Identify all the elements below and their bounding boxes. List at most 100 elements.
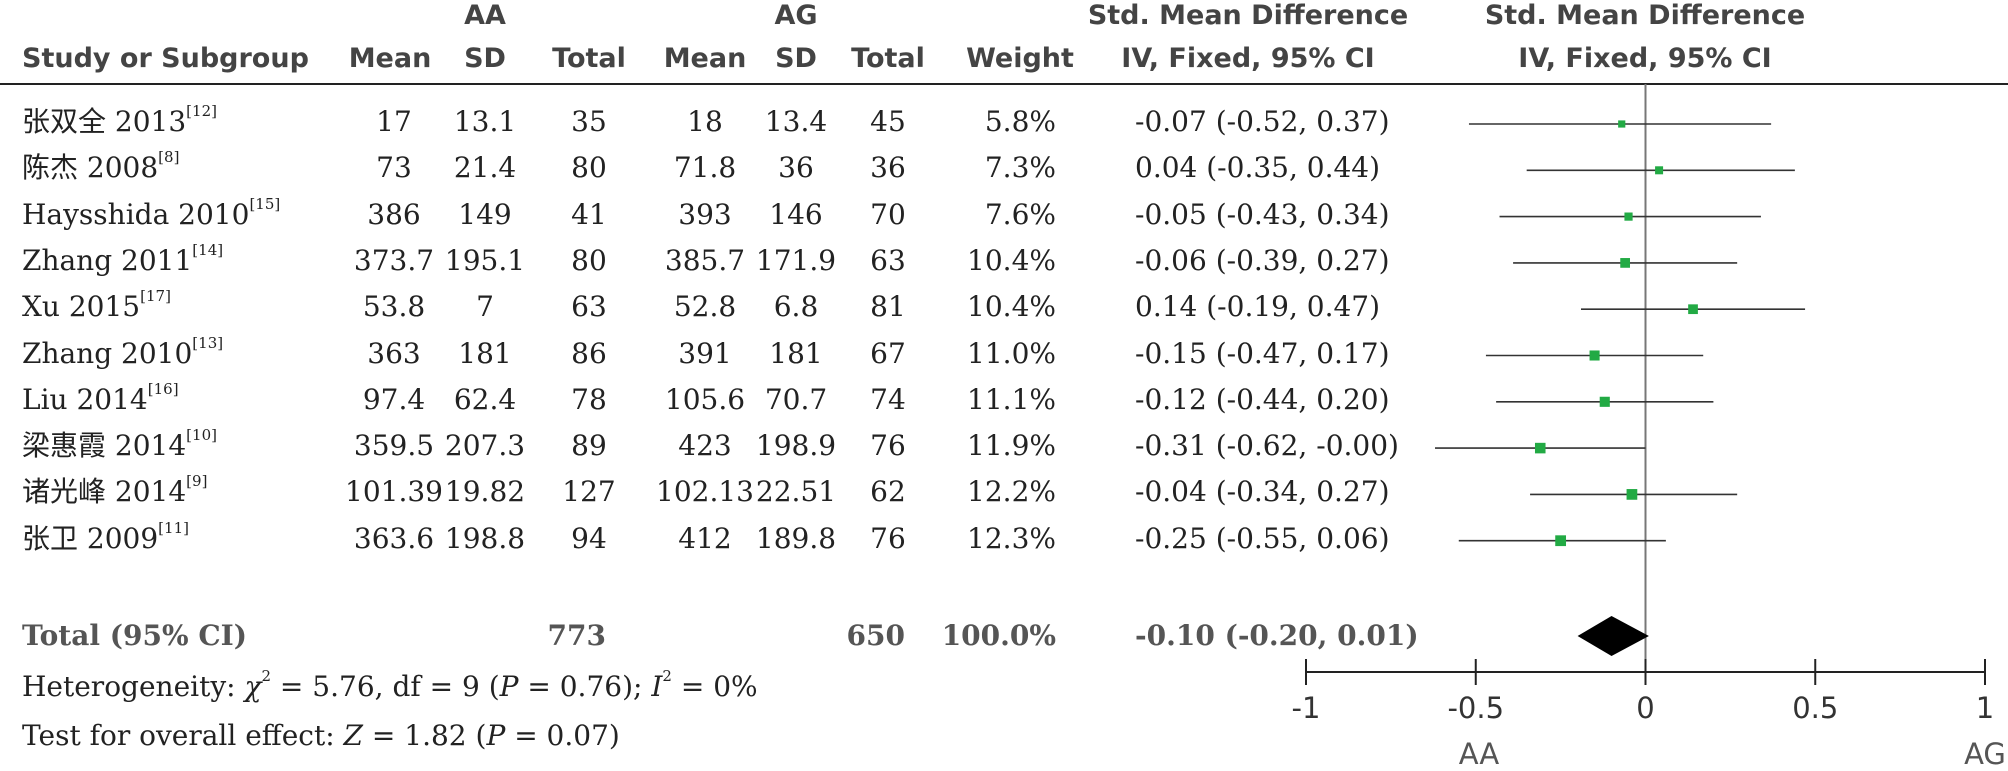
total-label: Total (95% CI) xyxy=(22,619,247,652)
study-ci-text-cell: -0.04 (-0.34, 0.27) xyxy=(1135,475,1390,509)
study-aa-mean-cell: 101.39 xyxy=(345,475,443,509)
study-ag-mean-cell: 391 xyxy=(678,336,732,370)
study-ag-total-cell: 67 xyxy=(870,336,906,370)
study-name: 诸光峰 2014[9] xyxy=(22,472,208,509)
study-ag-total-cell: 62 xyxy=(870,475,906,509)
study-ag-sd-cell: 181 xyxy=(769,336,823,370)
study-weight-cell: 12.2% xyxy=(967,475,1056,509)
study-effect-marker xyxy=(1624,212,1633,221)
study-ag-mean-cell: 102.13 xyxy=(656,475,754,509)
study-name: 张双全 2013[12] xyxy=(22,102,217,138)
plot-method-header: IV, Fixed, 95% CI xyxy=(1518,43,1772,74)
smd-title-header: Std. Mean Difference xyxy=(1087,0,1409,31)
study-ci-text-cell: -0.25 (-0.55, 0.06) xyxy=(1135,521,1390,555)
study-name: 陈杰 2008[8] xyxy=(22,148,180,185)
study-ag-sd-cell: 13.4 xyxy=(764,105,828,138)
study-ag-mean-cell: 52.8 xyxy=(673,290,737,324)
study-aa-total-cell: 63 xyxy=(571,290,607,324)
x-tick-label: -1 xyxy=(1291,691,1321,725)
ag-sd-header: SD xyxy=(775,43,817,74)
favours-right-label: AG xyxy=(1964,737,2006,771)
study-weight-cell: 11.1% xyxy=(967,382,1056,416)
study-aa-mean-cell: 363 xyxy=(367,336,421,370)
study-aa-mean-cell: 386 xyxy=(367,197,421,231)
study-ag-sd-cell: 6.8 xyxy=(773,290,819,324)
study-ag-total-cell: 36 xyxy=(870,151,906,185)
x-tick-label: 1 xyxy=(1975,691,1995,725)
study-name: 张卫 2009[11] xyxy=(22,518,189,555)
aa-sd-header: SD xyxy=(464,43,506,74)
study-aa-sd-cell: 207.3 xyxy=(444,429,526,463)
group2-header: AG xyxy=(774,0,818,31)
study-ag-mean-cell: 18 xyxy=(687,105,723,138)
study-ag-sd-cell: 36 xyxy=(778,151,814,185)
aa-total-header: Total xyxy=(552,43,626,74)
study-ag-total-cell: 76 xyxy=(870,521,906,555)
total-weight: 100.0% xyxy=(941,619,1056,652)
study-ag-total-cell: 76 xyxy=(870,429,906,463)
study-aa-mean-cell: 97.4 xyxy=(362,382,426,416)
study-ci-text-cell: -0.05 (-0.43, 0.34) xyxy=(1135,197,1390,231)
study-aa-sd-cell: 21.4 xyxy=(453,151,517,185)
study-ag-mean-cell: 71.8 xyxy=(673,151,737,185)
study-weight-cell: 5.8% xyxy=(984,105,1056,138)
study-effect-marker xyxy=(1618,120,1626,128)
x-tick-label: -0.5 xyxy=(1447,691,1505,725)
study-effect-marker xyxy=(1599,396,1610,407)
total-aa-count: 773 xyxy=(547,619,606,652)
study-aa-sd-cell: 62.4 xyxy=(453,382,517,416)
study-ci-text-cell: 0.14 (-0.19, 0.47) xyxy=(1135,290,1381,324)
study-aa-total-cell: 35 xyxy=(571,105,607,138)
study-name: Liu 2014[16] xyxy=(22,379,179,416)
study-aa-total-cell: 80 xyxy=(571,151,607,185)
overall-effect-text: Test for overall effect: Z = 1.82 (P = 0… xyxy=(22,719,620,752)
study-aa-total-cell: 127 xyxy=(562,475,616,509)
study-ag-mean-cell: 105.6 xyxy=(664,382,746,416)
study-aa-total-cell: 86 xyxy=(571,336,607,370)
study-aa-mean-cell: 359.5 xyxy=(353,429,435,463)
study-aa-total-cell: 80 xyxy=(571,243,607,277)
smd-method-header: IV, Fixed, 95% CI xyxy=(1121,43,1375,74)
study-ag-sd-cell: 22.51 xyxy=(755,475,837,509)
study-ci-text-cell: -0.07 (-0.52, 0.37) xyxy=(1135,105,1390,138)
study-effect-marker xyxy=(1620,258,1630,268)
study-ag-sd-cell: 146 xyxy=(769,197,823,231)
study-ag-total-cell: 70 xyxy=(870,197,906,231)
study-weight-cell: 11.0% xyxy=(967,336,1056,370)
study-ag-total-cell: 74 xyxy=(870,382,906,416)
study-ag-sd-cell: 189.8 xyxy=(755,521,837,555)
study-ag-mean-cell: 412 xyxy=(678,521,732,555)
study-name: 梁惠霞 2014[10] xyxy=(22,426,217,463)
study-ag-total-cell: 81 xyxy=(870,290,906,324)
study-effect-marker xyxy=(1655,166,1664,175)
x-tick-label: 0.5 xyxy=(1792,691,1839,725)
aa-mean-header: Mean xyxy=(348,43,432,74)
study-aa-sd-cell: 181 xyxy=(458,336,512,370)
study-ag-sd-cell: 198.9 xyxy=(755,429,837,463)
study-weight-cell: 12.3% xyxy=(967,521,1056,555)
study-aa-sd-cell: 19.82 xyxy=(444,475,526,509)
study-aa-mean-cell: 363.6 xyxy=(353,521,435,555)
study-ag-sd-cell: 171.9 xyxy=(755,243,837,277)
ag-mean-header: Mean xyxy=(663,43,747,74)
total-ag-count: 650 xyxy=(846,619,905,652)
study-weight-cell: 10.4% xyxy=(967,290,1056,324)
study-name: Zhang 2010[13] xyxy=(22,333,224,370)
study-aa-total-cell: 78 xyxy=(571,382,607,416)
study-aa-mean-cell: 17 xyxy=(376,105,412,138)
study-aa-sd-cell: 149 xyxy=(458,197,512,231)
heterogeneity-text: Heterogeneity: χ2 = 5.76, df = 9 (P = 0.… xyxy=(22,667,758,703)
total-ci-text: -0.10 (-0.20, 0.01) xyxy=(1135,619,1419,652)
study-aa-total-cell: 89 xyxy=(571,429,607,463)
study-ci-text-cell: -0.06 (-0.39, 0.27) xyxy=(1135,243,1390,277)
plot-title-header: Std. Mean Difference xyxy=(1484,0,1806,31)
study-column-header: Study or Subgroup xyxy=(22,43,309,74)
ag-total-header: Total xyxy=(851,43,925,74)
study-effect-marker xyxy=(1534,442,1546,454)
study-ag-total-cell: 63 xyxy=(870,243,906,277)
study-ci-text-cell: -0.31 (-0.62, -0.00) xyxy=(1135,429,1399,463)
study-ag-mean-cell: 423 xyxy=(678,429,732,463)
study-ci-text-cell: -0.12 (-0.44, 0.20) xyxy=(1135,382,1390,416)
study-ag-total-cell: 45 xyxy=(870,105,906,138)
study-aa-total-cell: 94 xyxy=(571,521,607,555)
